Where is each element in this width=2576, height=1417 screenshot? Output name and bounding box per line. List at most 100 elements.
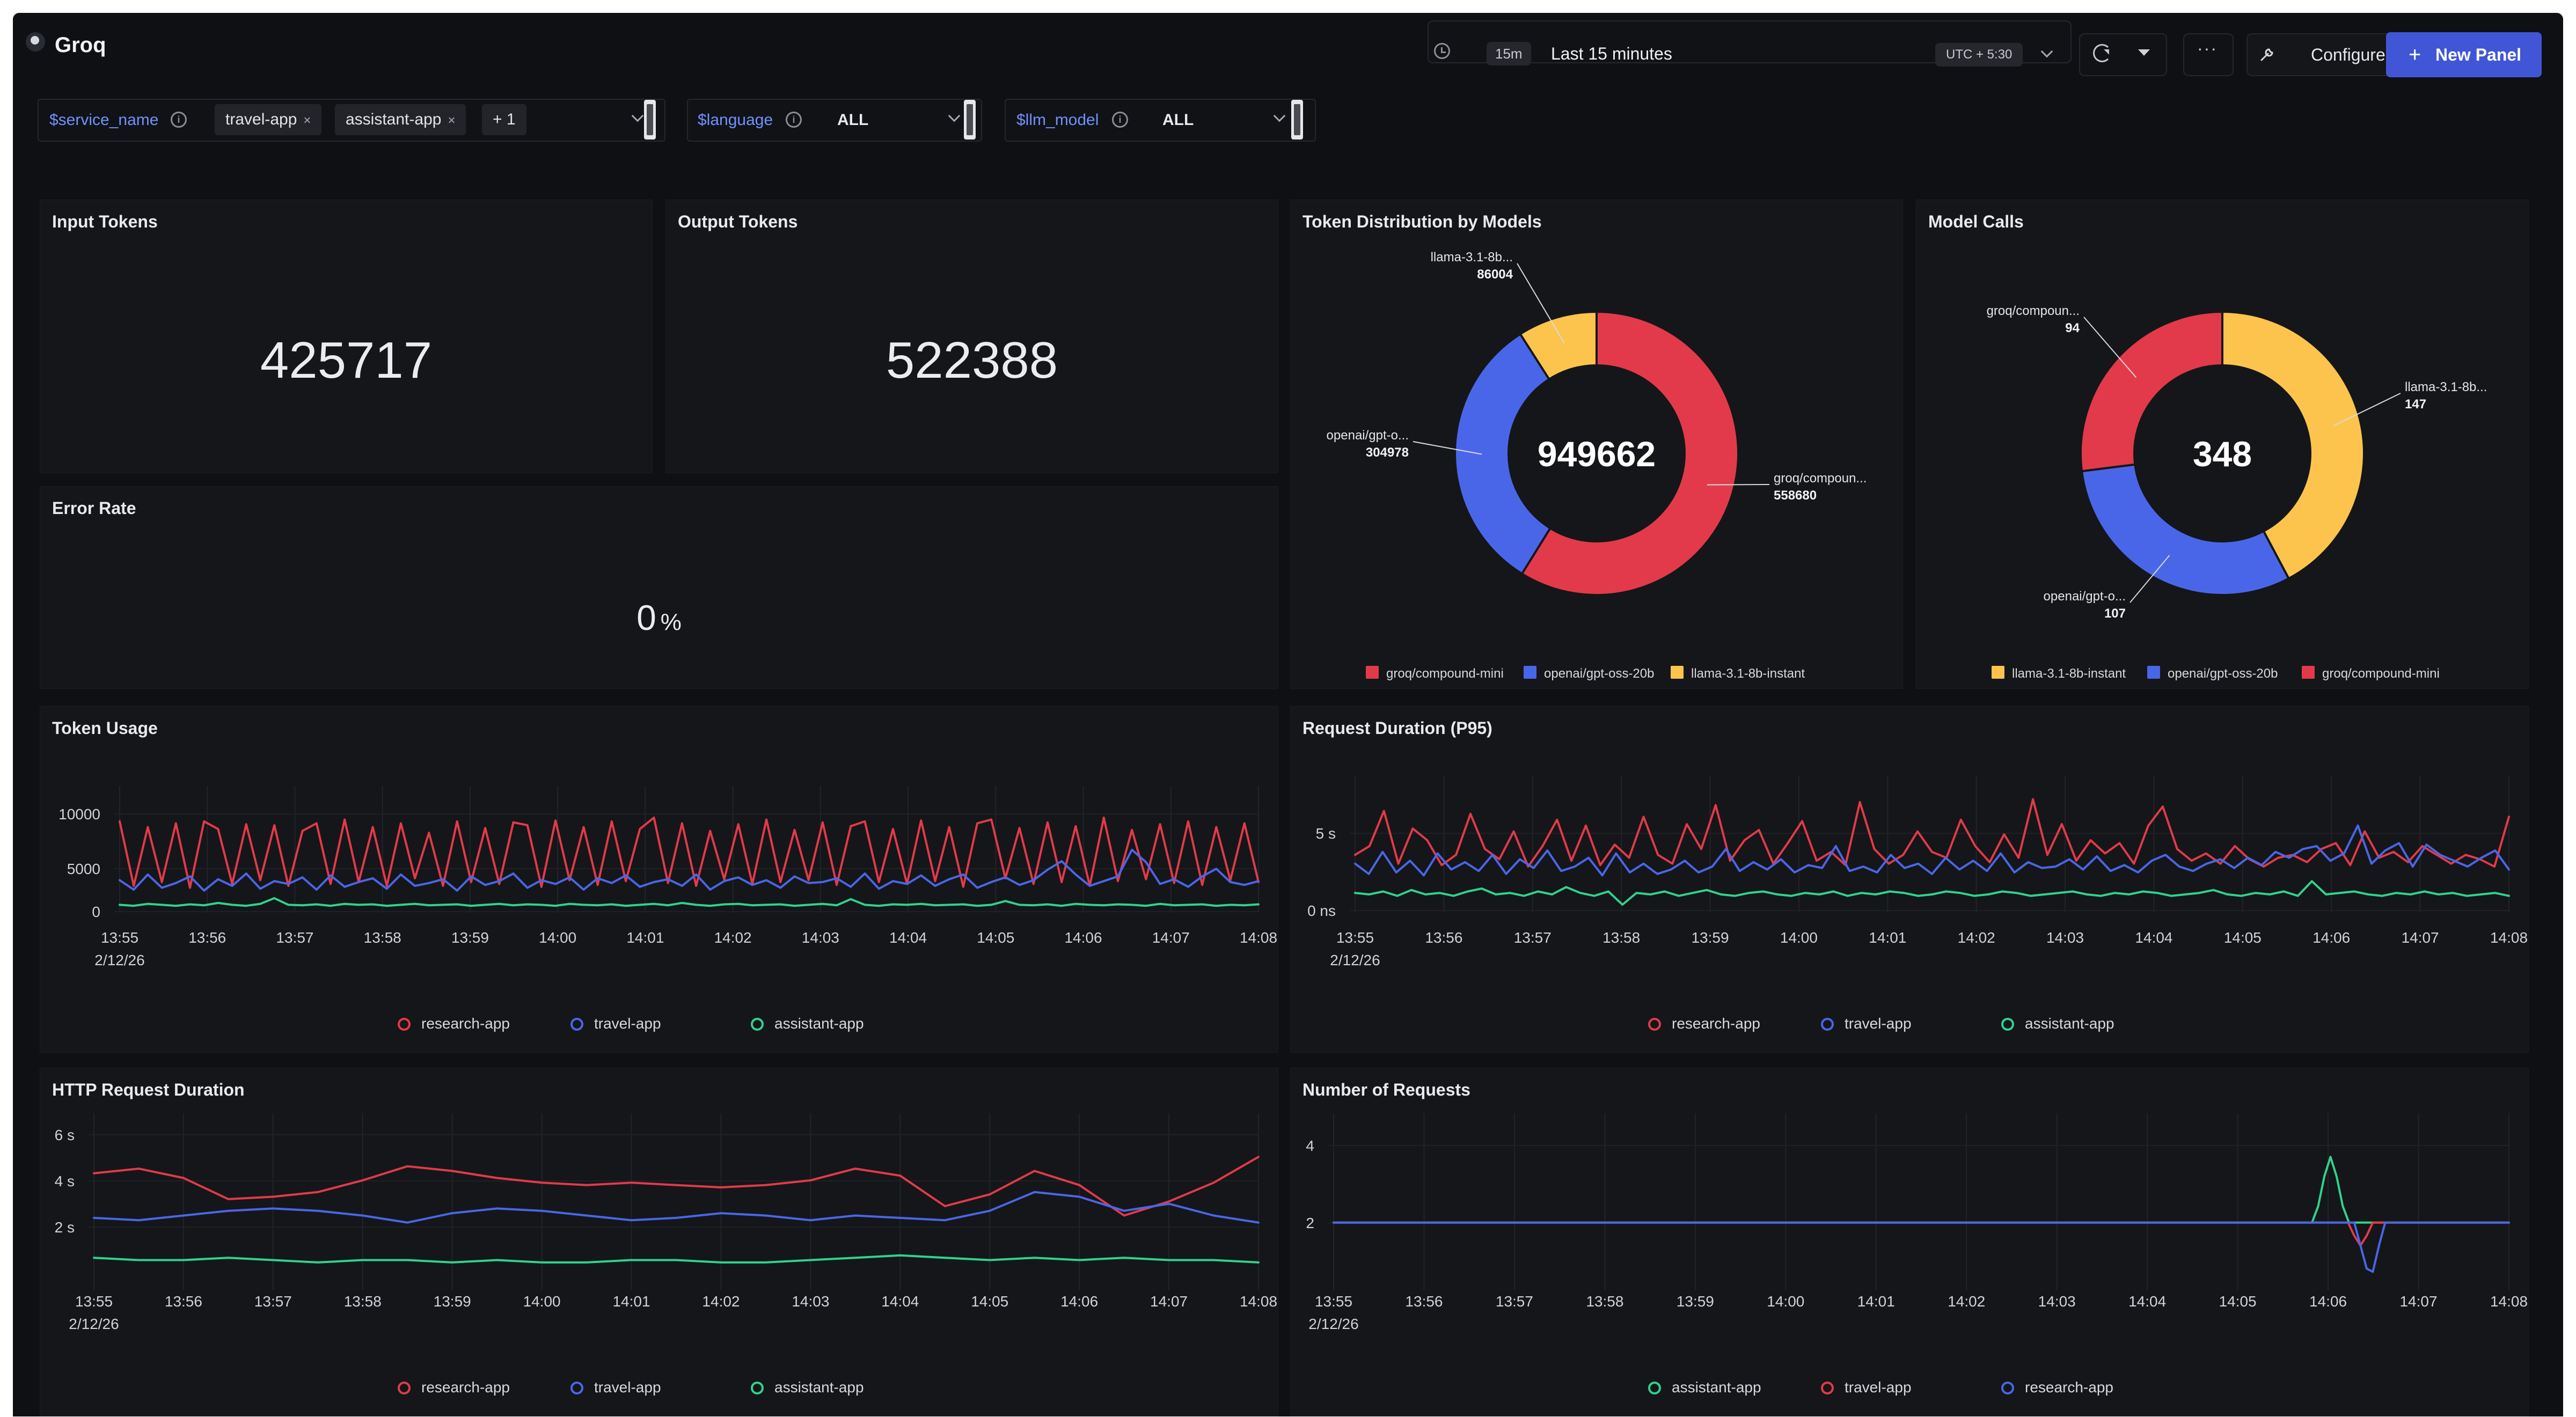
x-tick-label: 14:04 (2128, 1293, 2166, 1310)
series-line (93, 1254, 1260, 1264)
timezone-pill[interactable]: UTC + 5:30 (1935, 43, 2023, 67)
legend-marker (1648, 1382, 1661, 1394)
slice-label: groq/compoun... (1987, 304, 2080, 318)
donut-chart: groq/compoun... 558680 openai/gpt-o... 3049… (1327, 250, 1867, 681)
panel-http-request-duration[interactable]: HTTP Request Duration 13:55 13:56 13:57 13:… (40, 1068, 1278, 1416)
plus-icon: + (2409, 43, 2421, 67)
info-icon[interactable]: i (171, 112, 187, 128)
pie-slice (1454, 332, 1552, 576)
x-tick-label: 13:57 (276, 929, 313, 946)
panel-input-tokens[interactable]: Input Tokens 425717 (40, 200, 653, 473)
close-icon[interactable]: × (303, 113, 311, 128)
x-tick-label: 13:58 (1602, 929, 1640, 946)
legend-marker (2001, 1018, 2014, 1031)
panel-number-of-requests[interactable]: Number of Requests 13:55 13:56 13:57 13:58 1… (1290, 1068, 2529, 1416)
tag-label: assistant-app (346, 111, 442, 128)
slice-value: 107 (2104, 606, 2126, 621)
panel-token-distribution[interactable]: Token Distribution by Models groq/compou… (1290, 200, 1903, 689)
filter-tag[interactable]: assistant-app × (335, 104, 466, 135)
x-tick-label: 14:03 (802, 929, 839, 946)
y-tick-label: 6 s (55, 1127, 75, 1143)
series-line (1333, 1221, 2510, 1247)
legend-label: research-app (421, 1015, 510, 1032)
info-icon[interactable]: i (786, 112, 802, 128)
legend-marker (398, 1382, 411, 1394)
legend-marker (751, 1382, 764, 1394)
donut-center-value: 348 (2193, 434, 2252, 474)
series-line (1333, 1156, 2510, 1224)
legend-label: research-app (421, 1379, 510, 1396)
panel-token-usage[interactable]: Token Usage 13:55 13:56 13:57 13:58 13:59 14:… (40, 706, 1278, 1053)
panel-title: Token Usage (52, 718, 158, 738)
panel-title: Request Duration (P95) (1302, 718, 1492, 738)
x-date-label: 2/12/26 (69, 1316, 119, 1332)
more-tags-tag[interactable]: + 1 (482, 104, 526, 135)
x-tick-label: 14:04 (881, 1293, 919, 1310)
line-chart: 13:55 13:56 13:57 13:58 13:59 14:00 14:01 14:02… (1306, 1113, 2528, 1396)
x-tick-label: 13:56 (188, 929, 226, 946)
more-options-button[interactable] (2183, 33, 2234, 76)
variable-value: ALL (1162, 111, 1194, 129)
panel-output-tokens[interactable]: Output Tokens 522388 (665, 200, 1278, 473)
x-tick-label: 14:02 (714, 929, 752, 946)
x-tick-label: 14:07 (1150, 1293, 1188, 1310)
stat-value: 425717 (260, 332, 433, 389)
x-tick-label: 14:00 (539, 929, 576, 946)
x-tick-label: 13:57 (1496, 1293, 1533, 1310)
legend-label: travel-app (594, 1015, 661, 1032)
x-tick-label: 14:01 (612, 1293, 650, 1310)
info-icon[interactable]: i (1112, 112, 1128, 128)
refresh-icon[interactable] (2093, 44, 2111, 62)
legend-swatch (1524, 666, 1536, 679)
series-line (119, 816, 1260, 889)
series-line (119, 848, 1260, 892)
y-tick-label: 5000 (67, 861, 100, 877)
configure-button[interactable]: Configure (2246, 33, 2413, 76)
panel-title: Input Tokens (52, 212, 158, 231)
x-tick-label: 14:03 (792, 1293, 829, 1310)
x-tick-label: 13:55 (1336, 929, 1374, 946)
resize-handle[interactable] (1291, 100, 1303, 140)
panel-error-rate[interactable]: Error Rate 0% (40, 486, 1278, 689)
variable-name: $language (698, 111, 773, 129)
time-shortcut-pill[interactable]: 15m (1487, 42, 1531, 65)
x-tick-label: 13:58 (364, 929, 401, 946)
refresh-interval-caret-icon[interactable] (2138, 49, 2150, 56)
new-panel-button[interactable]: + New Panel (2386, 32, 2542, 77)
filter-tag[interactable]: travel-app × (215, 104, 322, 135)
close-icon[interactable]: × (448, 113, 456, 128)
series-line (1354, 880, 2510, 906)
slice-value: 304978 (1366, 445, 1409, 460)
donut-chart: llama-3.1-8b... 147 openai/gpt-o... 107 groq… (1987, 304, 2487, 681)
resize-handle[interactable] (964, 100, 976, 140)
x-tick-label: 14:01 (626, 929, 664, 946)
x-date-label: 2/12/26 (1330, 952, 1380, 968)
x-tick-label: 14:08 (2490, 929, 2528, 946)
slice-label: openai/gpt-o... (1327, 428, 1409, 443)
y-tick-label: 2 s (55, 1219, 75, 1236)
y-tick-label: 0 ns (1307, 902, 1336, 919)
panel-request-duration[interactable]: Request Duration (P95) 13:55 13:56 13:57 13… (1290, 706, 2529, 1053)
legend-swatch (2147, 666, 2160, 679)
resize-handle[interactable] (644, 100, 656, 140)
legend-label: assistant-app (1672, 1379, 1761, 1396)
variable-language[interactable] (687, 99, 982, 142)
panel-model-calls[interactable]: Model Calls llama-3.1-8b... 147 openai/gpt… (1916, 200, 2529, 689)
x-tick-label: 14:02 (1948, 1293, 1985, 1310)
variable-llm-model[interactable] (1005, 99, 1316, 142)
legend-swatch (2302, 666, 2315, 679)
x-tick-label: 14:04 (889, 929, 927, 946)
panel-title: Token Distribution by Models (1302, 212, 1542, 231)
app-title: Groq (55, 33, 106, 57)
line-chart: 13:55 13:56 13:57 13:58 13:59 14:00 14:01 14:02… (1307, 775, 2528, 1032)
legend-marker (1821, 1018, 1834, 1031)
x-tick-label: 13:55 (1315, 1293, 1352, 1310)
legend-marker (1821, 1382, 1834, 1394)
error-rate-value: 0 (636, 598, 656, 637)
time-range-label[interactable]: Last 15 minutes (1551, 44, 1672, 63)
legend-label: openai/gpt-oss-20b (2168, 666, 2278, 681)
panel-title: Model Calls (1928, 212, 2024, 231)
x-tick-label: 14:00 (523, 1293, 561, 1310)
x-tick-label: 14:06 (2312, 929, 2350, 946)
legend-marker (570, 1018, 583, 1031)
